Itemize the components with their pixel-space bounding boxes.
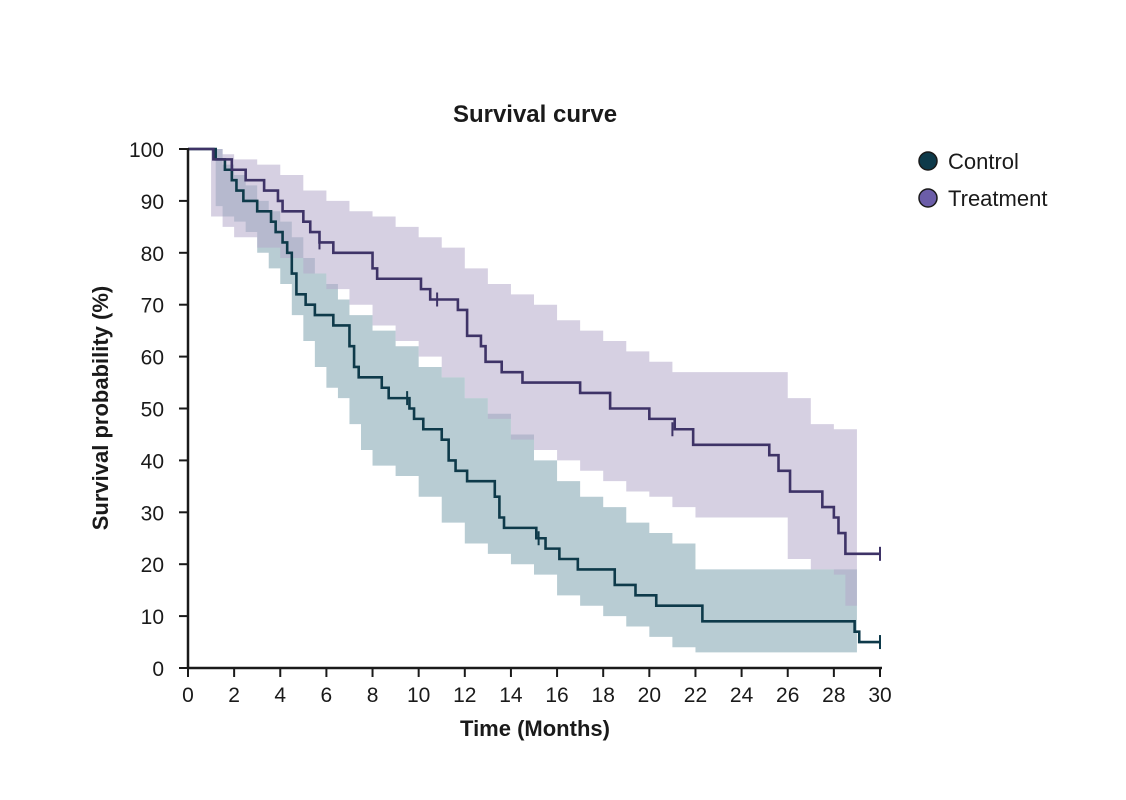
- legend-marker-control: [918, 151, 938, 171]
- y-tick-label: 100: [129, 139, 164, 162]
- x-tick-label: 16: [545, 684, 568, 707]
- x-tick-label: 26: [776, 684, 799, 707]
- y-axis-label: Survival probability (%): [88, 286, 113, 531]
- x-tick-label: 12: [453, 684, 476, 707]
- x-tick-label: 30: [868, 684, 891, 707]
- confidence-bands: [188, 149, 857, 658]
- x-tick-label: 24: [730, 684, 754, 707]
- y-tick-label: 30: [141, 502, 164, 525]
- x-ticks: 0 2 4 6 8 10 12 14 16 18 20 22 24 26 28 30: [182, 668, 892, 707]
- x-tick-label: 10: [407, 684, 430, 707]
- x-tick-label: 0: [182, 684, 194, 707]
- x-tick-label: 14: [499, 684, 523, 707]
- survival-line-control: [188, 147, 880, 644]
- x-tick-label: 4: [274, 684, 286, 707]
- x-tick-label: 18: [592, 684, 615, 707]
- survival-lines: [188, 147, 880, 644]
- legend-label-treatment: Treatment: [948, 186, 1047, 211]
- y-tick-label: 70: [141, 295, 164, 318]
- y-ticks: 0 10 20 30 40 50 60 70 80 90 100: [129, 139, 188, 681]
- x-tick-label: 22: [684, 684, 707, 707]
- y-tick-label: 50: [141, 399, 164, 422]
- x-tick-label: 20: [638, 684, 661, 707]
- x-axis-label: Time (Months): [460, 716, 610, 741]
- y-tick-label: 40: [141, 450, 164, 473]
- y-tick-label: 0: [152, 658, 164, 681]
- legend-marker-treatment: [918, 188, 938, 208]
- x-tick-label: 8: [367, 684, 379, 707]
- legend-label-control: Control: [948, 149, 1019, 174]
- x-tick-label: 6: [321, 684, 333, 707]
- legend: Control Treatment: [918, 149, 1047, 211]
- y-tick-label: 90: [141, 191, 164, 214]
- chart-title: Survival curve: [453, 101, 617, 128]
- y-tick-label: 20: [141, 554, 164, 577]
- y-tick-label: 80: [141, 243, 164, 266]
- censor-marks: [318, 235, 881, 650]
- x-tick-label: 2: [228, 684, 240, 707]
- survival-line-treatment: [188, 147, 880, 556]
- y-tick-label: 60: [141, 347, 164, 370]
- x-tick-label: 28: [822, 684, 845, 707]
- y-tick-label: 10: [141, 606, 164, 629]
